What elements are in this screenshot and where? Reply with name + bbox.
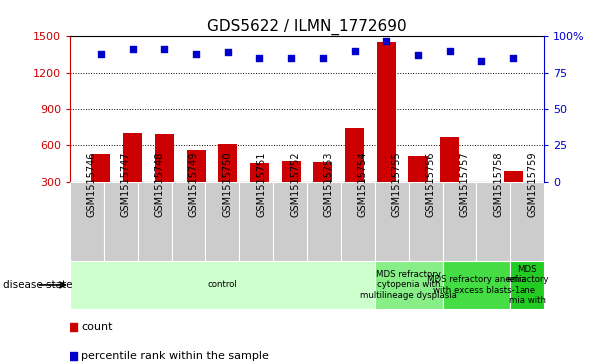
Bar: [273, 182, 307, 261]
Point: [159, 46, 169, 52]
Bar: [218, 144, 237, 182]
Bar: [123, 133, 142, 182]
Text: disease state: disease state: [3, 280, 72, 290]
Point: [381, 38, 391, 44]
Point: [192, 51, 201, 57]
Text: MDS refractory anemia
with excess blasts-1: MDS refractory anemia with excess blasts…: [427, 275, 527, 295]
Bar: [503, 171, 523, 182]
Text: GSM1515747: GSM1515747: [121, 151, 131, 217]
Point: [128, 46, 137, 52]
Text: count: count: [81, 322, 113, 332]
Bar: [472, 182, 491, 186]
Text: MDS refractory
cytopenia with
multilineage dysplasia: MDS refractory cytopenia with multilinea…: [360, 270, 457, 300]
Bar: [70, 182, 104, 261]
Bar: [443, 261, 510, 309]
Point: [318, 55, 328, 61]
Bar: [282, 161, 301, 182]
Bar: [70, 261, 375, 309]
Bar: [341, 182, 375, 261]
Text: GSM1515757: GSM1515757: [460, 151, 469, 217]
Text: GSM1515754: GSM1515754: [358, 151, 368, 217]
Bar: [91, 154, 111, 182]
Text: control: control: [207, 281, 237, 289]
Bar: [510, 261, 544, 309]
Bar: [345, 128, 364, 182]
Text: GSM1515755: GSM1515755: [392, 151, 402, 217]
Bar: [240, 182, 273, 261]
Point: [508, 55, 518, 61]
Bar: [155, 134, 174, 182]
Point: [233, 172, 243, 178]
Bar: [443, 182, 477, 261]
Text: GSM1515751: GSM1515751: [256, 151, 266, 217]
Text: GSM1515749: GSM1515749: [188, 151, 198, 217]
Point: [96, 51, 106, 57]
Point: [223, 49, 233, 55]
Bar: [104, 182, 137, 261]
Text: GSM1515759: GSM1515759: [527, 151, 537, 217]
Point: [286, 55, 296, 61]
Bar: [171, 182, 206, 261]
Bar: [409, 156, 427, 182]
Point: [445, 48, 455, 54]
Text: GSM1515750: GSM1515750: [223, 151, 232, 217]
Bar: [206, 182, 240, 261]
Point: [477, 58, 486, 64]
Text: GSM1515752: GSM1515752: [290, 151, 300, 217]
Text: GSM1515758: GSM1515758: [493, 151, 503, 217]
Text: GSM1515756: GSM1515756: [426, 151, 435, 217]
Text: MDS
refractory
ane
mia with: MDS refractory ane mia with: [506, 265, 548, 305]
Text: GSM1515748: GSM1515748: [154, 151, 165, 217]
Point: [413, 52, 423, 58]
Text: GSM1515753: GSM1515753: [324, 151, 334, 217]
Bar: [187, 150, 206, 182]
Bar: [313, 162, 333, 182]
Bar: [409, 182, 443, 261]
Point: [255, 55, 264, 61]
Bar: [477, 182, 510, 261]
Point: [350, 48, 359, 54]
Bar: [375, 182, 409, 261]
Title: GDS5622 / ILMN_1772690: GDS5622 / ILMN_1772690: [207, 19, 407, 35]
Bar: [377, 42, 396, 182]
Bar: [510, 182, 544, 261]
Text: GSM1515746: GSM1515746: [87, 151, 97, 217]
Text: percentile rank within the sample: percentile rank within the sample: [81, 351, 269, 360]
Bar: [307, 182, 341, 261]
Bar: [375, 261, 443, 309]
Bar: [440, 137, 459, 182]
Bar: [250, 163, 269, 182]
Bar: [137, 182, 171, 261]
